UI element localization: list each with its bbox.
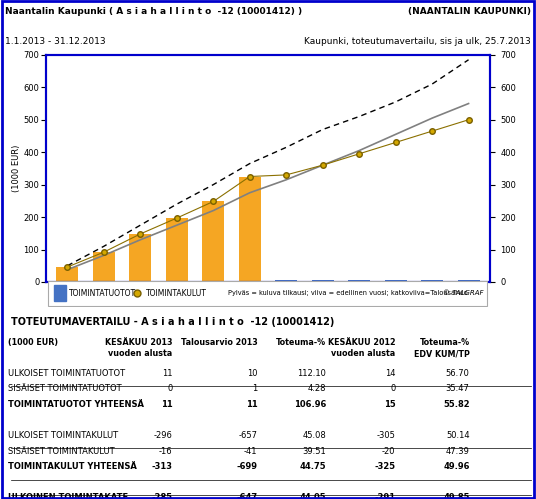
Bar [348, 280, 370, 282]
Text: 10: 10 [247, 369, 257, 378]
Text: 39.51: 39.51 [303, 447, 326, 456]
Text: 106.96: 106.96 [294, 400, 326, 409]
Bar [385, 280, 407, 282]
Text: 50.14: 50.14 [446, 431, 470, 440]
Text: ULKOINEN TOIMINTAKATE: ULKOINEN TOIMINTAKATE [8, 493, 128, 499]
Text: 47.39: 47.39 [446, 447, 470, 456]
Bar [276, 280, 297, 282]
Text: Naantalin Kaupunki ( A s i a h a l l i n t o  -12 (10001412) ): Naantalin Kaupunki ( A s i a h a l l i n… [5, 7, 302, 16]
Text: 0: 0 [390, 384, 396, 394]
Bar [93, 252, 115, 282]
Text: SISÄISET TOIMINTATUOTOT: SISÄISET TOIMINTATUOTOT [8, 384, 122, 394]
Bar [55, 285, 65, 301]
Text: 49.96: 49.96 [443, 462, 470, 471]
Text: (1000 EUR): (1000 EUR) [8, 338, 58, 347]
Text: Pylväs = kuluva tilkausi; viiva = edellinen vuosi; katkoviiva=Talousarvio: Pylväs = kuluva tilkausi; viiva = edelli… [228, 290, 468, 296]
Text: 15: 15 [384, 400, 396, 409]
Text: -291: -291 [374, 493, 396, 499]
Text: 44.05: 44.05 [300, 493, 326, 499]
Bar [312, 280, 333, 282]
Text: ULKOISET TOIMINTATUOTOT: ULKOISET TOIMINTATUOTOT [8, 369, 125, 378]
Text: -41: -41 [244, 447, 257, 456]
Text: Toteuma-%
EDV KUM/TP: Toteuma-% EDV KUM/TP [414, 338, 470, 358]
Bar [203, 202, 224, 282]
Text: -325: -325 [374, 462, 396, 471]
Text: -647: -647 [236, 493, 257, 499]
Y-axis label: (1000 EUR): (1000 EUR) [12, 145, 21, 192]
Text: TOTEUTUMAVERTAILU - A s i a h a l l i n t o  -12 (10001412): TOTEUTUMAVERTAILU - A s i a h a l l i n … [11, 317, 334, 327]
FancyBboxPatch shape [48, 280, 487, 306]
Bar [129, 234, 151, 282]
Text: 14: 14 [385, 369, 396, 378]
Text: Talousarvio 2013: Talousarvio 2013 [181, 338, 257, 347]
Text: TOIMINTATUOTOT YHTEENSÄ: TOIMINTATUOTOT YHTEENSÄ [8, 400, 144, 409]
Text: SISÄISET TOIMINTAKULUT: SISÄISET TOIMINTAKULUT [8, 447, 115, 456]
Text: TOIMINTAKULUT YHTEENSÄ: TOIMINTAKULUT YHTEENSÄ [8, 462, 137, 471]
Text: -699: -699 [236, 462, 257, 471]
Text: KESÄKUU 2013
vuoden alusta: KESÄKUU 2013 vuoden alusta [105, 338, 173, 358]
Text: 0: 0 [167, 384, 173, 394]
Text: 11: 11 [245, 400, 257, 409]
Text: -313: -313 [152, 462, 173, 471]
Bar [421, 280, 443, 282]
Text: 1.1.2013 - 31.12.2013: 1.1.2013 - 31.12.2013 [5, 37, 106, 46]
Text: 11: 11 [162, 369, 173, 378]
Bar [458, 280, 480, 282]
Text: -285: -285 [151, 493, 173, 499]
Text: 112.10: 112.10 [297, 369, 326, 378]
Text: 44.75: 44.75 [300, 462, 326, 471]
Text: -657: -657 [239, 431, 257, 440]
Text: KESÄKUU 2012
vuoden alusta: KESÄKUU 2012 vuoden alusta [327, 338, 396, 358]
Text: Toteuma-%: Toteuma-% [276, 338, 326, 347]
Text: -20: -20 [382, 447, 396, 456]
Text: -16: -16 [159, 447, 173, 456]
Bar [56, 267, 78, 282]
Text: © TALGRAF: © TALGRAF [443, 290, 484, 296]
Text: 35.47: 35.47 [446, 384, 470, 394]
Text: 56.70: 56.70 [446, 369, 470, 378]
Text: 11: 11 [161, 400, 173, 409]
Text: ULKOISET TOIMINTAKULUT: ULKOISET TOIMINTAKULUT [8, 431, 118, 440]
Text: TOIMINTATUOTOT: TOIMINTATUOTOT [69, 288, 136, 298]
Text: TOIMINTAKULUT: TOIMINTAKULUT [146, 288, 206, 298]
Text: -296: -296 [154, 431, 173, 440]
Text: -305: -305 [376, 431, 396, 440]
Bar [239, 177, 260, 282]
Text: 45.08: 45.08 [303, 431, 326, 440]
Bar [166, 218, 188, 282]
Text: 4.28: 4.28 [308, 384, 326, 394]
Text: (NAANTALIN KAUPUNKI): (NAANTALIN KAUPUNKI) [408, 7, 531, 16]
Text: 1: 1 [252, 384, 257, 394]
Text: Kaupunki, toteutumavertailu, sis ja ulk, 25.7.2013: Kaupunki, toteutumavertailu, sis ja ulk,… [304, 37, 531, 46]
Text: 49.85: 49.85 [443, 493, 470, 499]
Text: 55.82: 55.82 [443, 400, 470, 409]
